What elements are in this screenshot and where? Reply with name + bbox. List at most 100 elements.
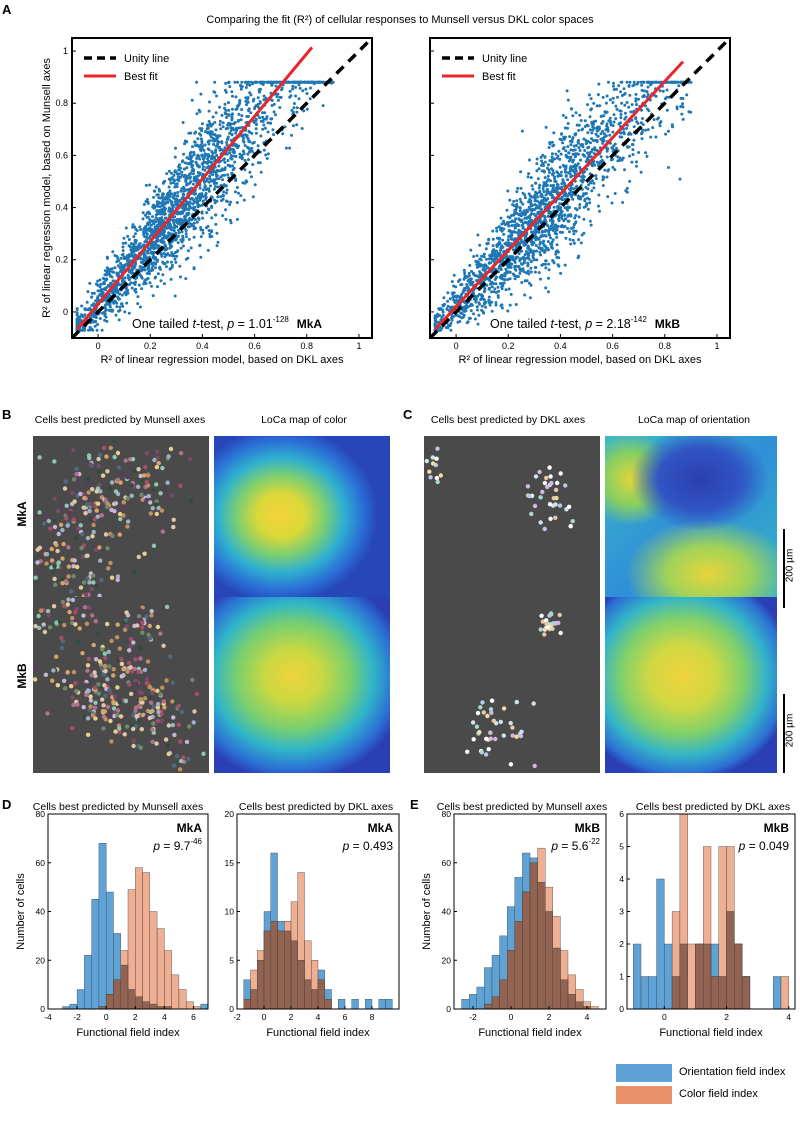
data-point [520,211,524,215]
data-point [226,137,230,141]
data-point [440,327,444,330]
cell-dot [105,704,111,710]
data-point [166,260,169,264]
data-point [193,205,197,209]
data-point [619,113,623,116]
data-point [107,272,111,276]
cell-dot [84,692,89,698]
data-point [154,185,158,189]
data-point [189,171,193,175]
data-point [228,131,232,135]
data-point [551,144,555,148]
data-point [467,271,471,275]
panel-c-col1-title: Cells best predicted by DKL axes [430,414,586,426]
data-point [196,137,200,141]
data-point [213,139,216,143]
data-point [464,306,468,310]
cell-dot [81,580,87,585]
cell-dot [86,656,91,662]
data-point [448,297,452,301]
data-point [590,137,593,141]
data-point [173,155,177,159]
data-point [158,189,162,193]
data-point [229,221,233,225]
cell-dot [144,497,149,503]
cell-dot [74,689,79,694]
data-point [589,181,593,185]
data-point [143,213,147,217]
cell-dot [46,612,51,618]
data-point [159,279,163,283]
data-point [134,239,138,243]
cell-dot [99,513,105,518]
cell-dot [147,695,153,700]
data-point [563,213,566,217]
data-point [619,131,622,135]
cell-dot [434,456,439,461]
data-point [165,195,169,199]
data-point [104,288,108,292]
data-point [192,266,196,270]
data-point [117,309,120,313]
data-point [536,195,540,199]
data-point [138,273,142,277]
data-point [548,233,551,237]
cell-dot [85,535,91,541]
data-point [558,230,562,234]
data-point [618,156,622,160]
data-point [559,152,563,156]
data-point [532,241,536,245]
data-point [184,180,188,184]
data-point [295,110,299,114]
data-point [554,152,558,156]
data-point [582,205,586,209]
data-point [508,277,512,281]
data-point [176,234,180,238]
data-point [632,125,636,129]
loca-color-map-mkb [214,597,390,773]
y-tick-label: 1 [63,46,68,56]
data-point [215,153,219,157]
data-point [217,169,221,173]
cell-dot [92,517,97,522]
data-point [636,80,640,84]
data-point [627,145,631,149]
data-point [114,313,118,317]
x-tick-label: 0.8 [301,341,314,351]
cell-dot [101,672,107,677]
data-point [198,244,202,248]
data-point [164,265,168,269]
cell-dot [56,693,61,699]
data-point [433,316,437,319]
cell-dot [555,480,560,486]
data-point [508,198,512,202]
data-point [537,237,541,240]
data-point [572,187,576,191]
data-point [641,117,644,120]
data-point [279,95,283,99]
data-point [544,259,548,263]
cell-dot [92,670,97,675]
data-point [157,209,161,213]
data-point [188,201,192,205]
data-point [608,116,612,120]
data-point [108,305,112,309]
data-point [459,283,463,287]
data-point [121,245,125,249]
data-point [460,316,464,320]
data-point [206,224,210,228]
cell-dot [67,609,72,615]
data-point [597,204,600,208]
data-point [197,195,201,199]
data-point [98,285,102,289]
data-point [487,238,491,242]
cell-dot [109,638,114,644]
data-point [137,283,141,287]
cell-dot [550,621,556,626]
data-point [516,186,520,190]
cell-dot [144,451,149,456]
data-point [210,204,214,208]
data-point [603,168,607,172]
cell-dot [84,502,90,507]
data-point [169,267,172,271]
